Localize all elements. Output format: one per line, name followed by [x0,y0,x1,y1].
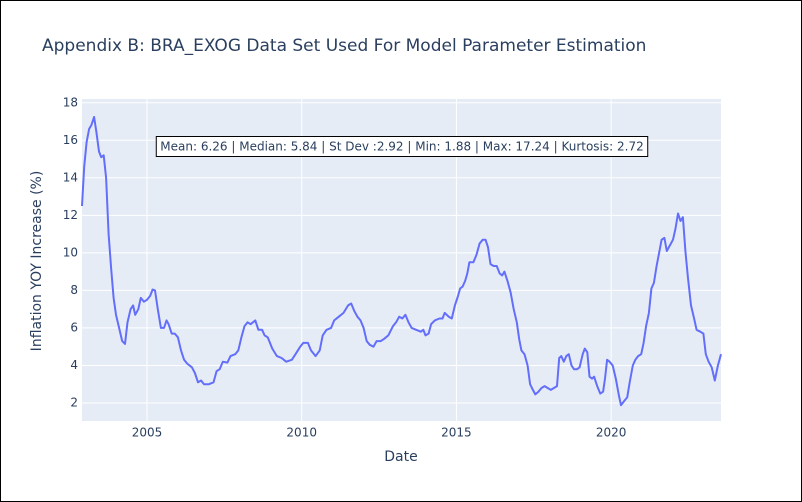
y-tick-label: 16 [63,133,78,147]
x-tick-label: 2015 [441,426,472,440]
y-axis-title: Inflation YOY Increase (%) [29,171,45,352]
x-tick-label: 2005 [132,426,163,440]
x-tick-label: 2010 [286,426,317,440]
x-axis-title: Date [384,449,417,465]
y-tick-label: 18 [63,95,78,109]
chart-title: Appendix B: BRA_EXOG Data Set Used For M… [42,36,646,56]
y-tick-label: 10 [63,245,78,259]
y-tick-label: 6 [70,320,78,334]
y-tick-label: 14 [63,170,78,184]
y-tick-label: 12 [63,208,78,222]
annotation-box [155,136,649,157]
annotation: Mean: 6.26 | Median: 5.84 | St Dev :2.92… [160,140,643,154]
y-tick-label: 4 [70,358,78,372]
y-tick-label: 2 [70,395,78,409]
x-tick-label: 2020 [596,426,627,440]
line [81,116,722,407]
y-tick-label: 8 [70,283,78,297]
